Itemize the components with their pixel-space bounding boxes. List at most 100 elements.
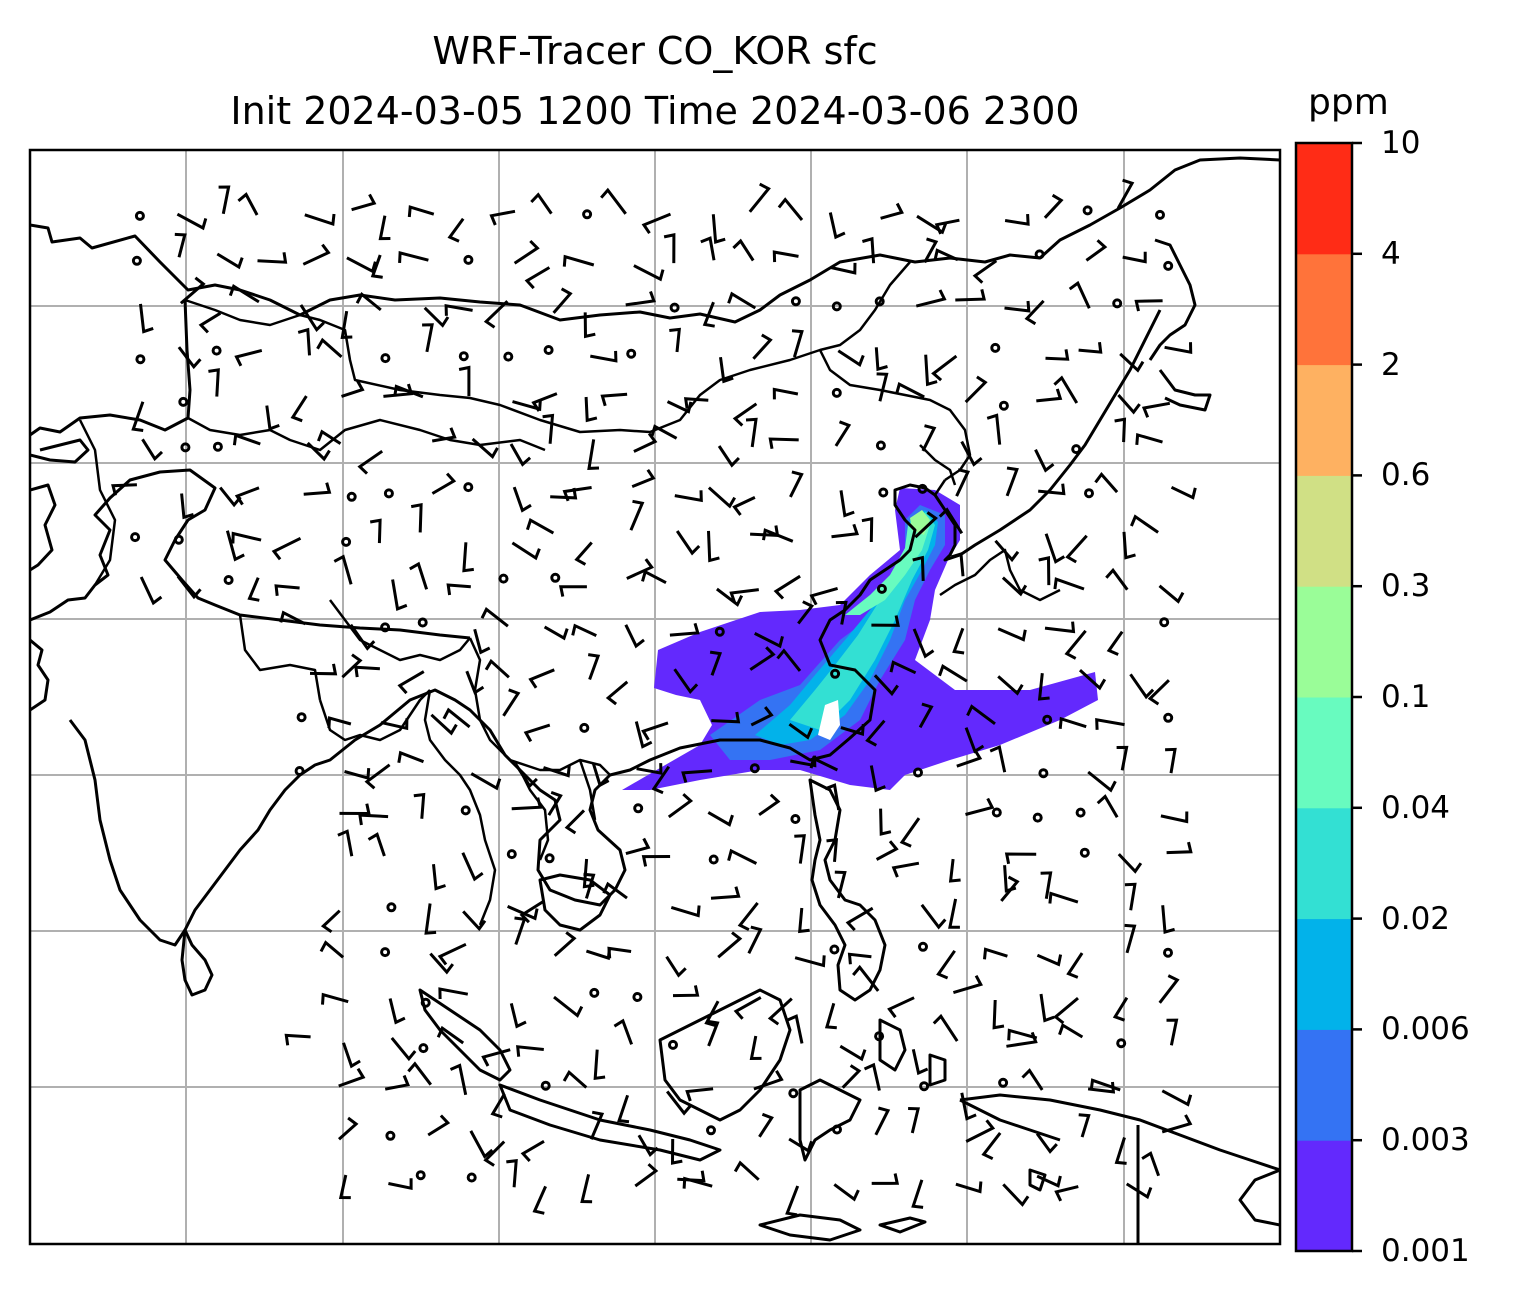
calm-wind-circle (1038, 768, 1049, 779)
wind-barb (357, 449, 384, 475)
wind-barb (542, 413, 555, 444)
calm-wind-circle (991, 807, 1002, 818)
wind-barb (397, 670, 425, 695)
calm-wind-circle (990, 342, 1001, 353)
wind-barb (669, 622, 700, 637)
wind-barb (511, 541, 541, 561)
wind-barb (966, 704, 996, 726)
wind-barb (449, 1063, 468, 1096)
colorbar-tick-label: 0.006 (1381, 1011, 1470, 1048)
wind-barb (700, 236, 716, 261)
wind-barb (613, 1018, 634, 1045)
wind-barb (590, 350, 618, 363)
wind-barb (1078, 342, 1103, 354)
wind-barb (633, 432, 658, 453)
wind-barb (342, 1042, 361, 1069)
wind-barb (228, 283, 260, 304)
wind-barb (670, 905, 701, 918)
wind-barb (871, 1173, 900, 1185)
wind-barb (1141, 401, 1171, 418)
wind-barb (480, 606, 509, 628)
calm-wind-circle (1112, 298, 1123, 309)
wind-barb (141, 438, 164, 462)
wind-barb (1158, 974, 1180, 1004)
wind-barb (431, 472, 457, 495)
wind-barb (841, 1064, 862, 1089)
calm-wind-circle (998, 400, 1009, 411)
wind-barb (748, 182, 771, 213)
wind-barb (1135, 432, 1163, 446)
wind-barb (380, 718, 409, 731)
wind-barb (798, 907, 810, 934)
wind-barb (562, 254, 595, 267)
wind-barb (641, 721, 669, 741)
wind-barb (502, 688, 521, 717)
wind-barb (809, 756, 839, 772)
calm-wind-circle (579, 722, 590, 733)
wind-barb (1034, 449, 1055, 473)
colorbar-tick-label: 0.003 (1381, 1122, 1470, 1159)
wind-barb (1004, 300, 1031, 313)
calm-wind-circle (466, 1172, 477, 1183)
wind-barb (378, 215, 391, 241)
wind-barb (607, 946, 632, 959)
wind-barb (776, 648, 802, 672)
calm-wind-circle (998, 1077, 1009, 1088)
wind-barb (388, 1178, 413, 1191)
wind-barb (302, 243, 331, 266)
wind-barb (131, 401, 145, 432)
wind-barb (1124, 882, 1137, 911)
wind-barb (749, 646, 776, 671)
wind-barb (753, 1070, 784, 1091)
wind-barb (651, 765, 671, 795)
wind-barb (523, 723, 551, 743)
wind-barb (139, 303, 154, 334)
colorbar-segment (1296, 586, 1352, 698)
wind-barb (1054, 1185, 1079, 1202)
wind-barb (861, 236, 876, 264)
wind-barb (553, 995, 584, 1018)
wind-barb (589, 1110, 605, 1140)
calm-wind-circle (223, 575, 234, 585)
colorbar-tick-label: 2 (1381, 346, 1401, 383)
wind-barb (1036, 1174, 1062, 1188)
calm-wind-circle (463, 482, 474, 493)
wind-barb (398, 250, 429, 263)
wind-barb (749, 1035, 762, 1061)
wind-barb (667, 793, 694, 819)
calm-wind-circle (180, 442, 191, 453)
wind-barb (1161, 905, 1176, 935)
wind-barb (719, 356, 734, 384)
wind-barb (1068, 280, 1091, 309)
wind-barb (1129, 673, 1155, 700)
wind-barb (358, 813, 389, 826)
wind-barb (1119, 352, 1145, 373)
calm-wind-circle (1163, 260, 1174, 271)
wind-barb (303, 482, 332, 496)
wind-barb (1036, 953, 1063, 967)
calm-wind-circle (1075, 807, 1086, 818)
wind-barb (1065, 534, 1088, 564)
wind-barb (174, 232, 187, 258)
wind-barb (707, 811, 734, 827)
wind-barb (509, 1003, 527, 1029)
calm-wind-circle (385, 1130, 396, 1141)
wind-barb (920, 903, 947, 930)
wind-barb (923, 237, 939, 264)
wind-barb (1158, 584, 1185, 604)
wind-barb (574, 541, 593, 566)
wind-barb (473, 628, 491, 655)
calm-wind-circle (829, 944, 840, 955)
wind-barb (1130, 514, 1159, 534)
wind-barb (889, 660, 917, 675)
wind-barb (430, 713, 458, 736)
wind-barb (346, 256, 377, 274)
surface-wind-barbs (111, 178, 1197, 1217)
wind-barb (1122, 531, 1136, 560)
wind-barb (339, 803, 371, 816)
colorbar-segment (1296, 143, 1352, 255)
wind-barb (462, 910, 487, 932)
wind-barb (707, 486, 736, 509)
wind-barb (732, 496, 756, 516)
wind-barb (997, 627, 1027, 642)
